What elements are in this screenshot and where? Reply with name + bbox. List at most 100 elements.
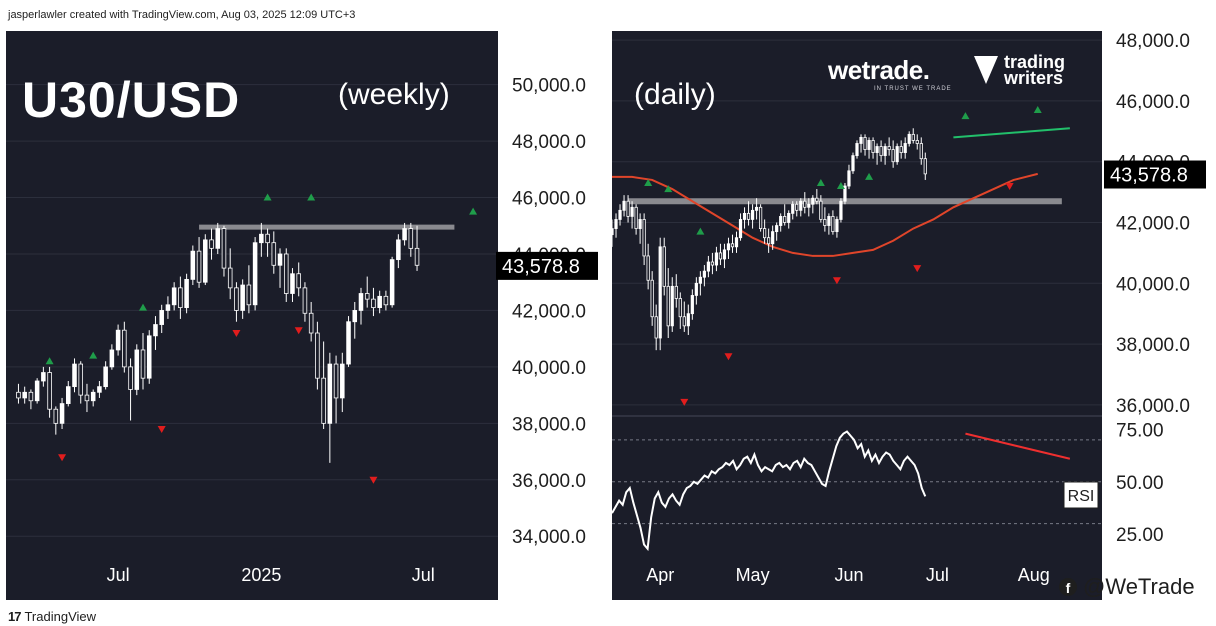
daily-candle	[710, 261, 715, 266]
tradingview-label: TradingView	[24, 609, 97, 624]
daily-candle	[871, 140, 875, 153]
weekly-candle	[34, 380, 40, 402]
trading-writers-icon	[974, 56, 998, 84]
up-marker	[696, 227, 705, 235]
daily-candle	[883, 146, 887, 157]
daily-candle	[827, 216, 831, 226]
weekly-candle	[178, 287, 183, 309]
weekly-candle	[171, 287, 177, 306]
weekly-candle	[259, 233, 264, 244]
weekly-candle	[265, 233, 270, 244]
weekly-candle	[84, 394, 90, 402]
daily-candle	[714, 252, 719, 266]
daily-candle	[654, 316, 658, 339]
tradingview-logo-icon: 17	[8, 609, 22, 624]
tradingview-footer[interactable]: 17 TradingView	[8, 609, 96, 624]
weekly-candle	[389, 259, 395, 306]
daily-candle	[879, 146, 883, 157]
daily-candle	[686, 313, 690, 327]
weekly-candle	[402, 228, 407, 241]
daily-candle	[658, 246, 662, 339]
daily-candle	[915, 140, 919, 144]
up-marker	[1033, 106, 1042, 114]
daily-x-tick-label: Apr	[646, 565, 674, 585]
daily-candle	[666, 285, 670, 327]
weekly-subtitle: (weekly)	[338, 78, 450, 111]
daily-candle	[803, 200, 807, 208]
weekly-candle	[290, 273, 295, 294]
weekly-price-axis	[498, 31, 606, 556]
daily-candle	[670, 285, 674, 327]
daily-candle	[907, 133, 911, 144]
weekly-y-tick-label: 42,000.0	[512, 301, 586, 322]
down-marker	[913, 265, 922, 273]
daily-candle	[614, 219, 618, 229]
weekly-candle	[327, 363, 333, 424]
weekly-candle	[414, 247, 420, 266]
weekly-candle	[352, 310, 358, 323]
wetrade-tagline: IN TRUST WE TRADE	[874, 86, 952, 92]
rsi-line	[612, 430, 927, 552]
down-marker	[832, 277, 841, 285]
weekly-candle	[190, 250, 196, 280]
daily-chart[interactable]: 36,000.038,000.040,000.042,000.044,000.0…	[612, 31, 1216, 600]
weekly-x-tick-label: 2025	[241, 565, 281, 585]
daily-candle	[875, 146, 879, 153]
up-marker	[836, 182, 845, 190]
weekly-last-price-box	[496, 251, 598, 280]
weekly-y-tick-label: 50,000.0	[512, 76, 586, 97]
weekly-candle	[165, 304, 171, 311]
daily-chart-panel[interactable]: 36,000.038,000.040,000.042,000.044,000.0…	[612, 31, 1216, 600]
weekly-candle	[209, 239, 214, 249]
weekly-last-price-label: 43,578.8	[502, 256, 580, 278]
weekly-candle	[340, 363, 345, 399]
weekly-candle	[72, 363, 77, 388]
daily-x-tick-label: Jul	[926, 565, 949, 585]
daily-candle	[867, 140, 871, 150]
daily-x-tick-label: May	[736, 565, 770, 585]
weekly-candle	[109, 349, 115, 368]
daily-candle	[642, 219, 646, 257]
daily-candle	[618, 209, 622, 220]
weekly-candle	[97, 386, 102, 393]
daily-candle	[612, 228, 614, 236]
weekly-candle	[283, 253, 289, 294]
weekly-chart-panel[interactable]: 34,000.0 36,000.0 38,000.0 40,000.0 42,000.0…	[6, 31, 606, 600]
daily-candle	[835, 219, 839, 233]
down-marker	[157, 425, 166, 433]
weekly-candle	[66, 386, 71, 404]
daily-candle	[819, 200, 823, 220]
daily-y-tick-label: 48,000.0	[1116, 31, 1190, 52]
daily-subtitle: (daily)	[634, 78, 716, 111]
weekly-candle	[333, 363, 339, 399]
daily-green-trendline	[953, 127, 1070, 139]
weekly-candle	[240, 284, 245, 311]
weekly-candle	[196, 250, 202, 283]
daily-candle	[807, 203, 811, 208]
weekly-candle	[371, 298, 376, 309]
weekly-candle	[128, 366, 133, 390]
daily-plot-area	[612, 31, 1102, 600]
down-marker	[680, 398, 689, 406]
daily-candle	[726, 243, 731, 251]
daily-candle	[855, 143, 859, 157]
daily-candle	[859, 136, 863, 144]
daily-candle	[742, 212, 747, 220]
weekly-candle	[408, 228, 414, 249]
up-marker	[307, 193, 316, 201]
daily-candle	[795, 203, 799, 211]
weekly-y-tick-label: 46,000.0	[512, 189, 586, 210]
daily-candle	[791, 203, 795, 214]
weekly-candle	[41, 372, 46, 382]
daily-moving-average	[612, 172, 1038, 257]
weekly-candle	[115, 329, 121, 351]
daily-candle	[734, 237, 739, 248]
weekly-y-tick-label: 40,000.0	[512, 358, 586, 379]
daily-candle	[823, 219, 827, 226]
up-marker	[139, 303, 148, 311]
weekly-chart[interactable]: 34,000.0 36,000.0 38,000.0 40,000.0 42,000.0…	[6, 31, 606, 600]
down-marker	[58, 454, 67, 462]
weekly-candle	[377, 295, 382, 309]
rsi-y-tick-label: 25.00	[1116, 525, 1164, 546]
daily-candle	[783, 216, 787, 223]
